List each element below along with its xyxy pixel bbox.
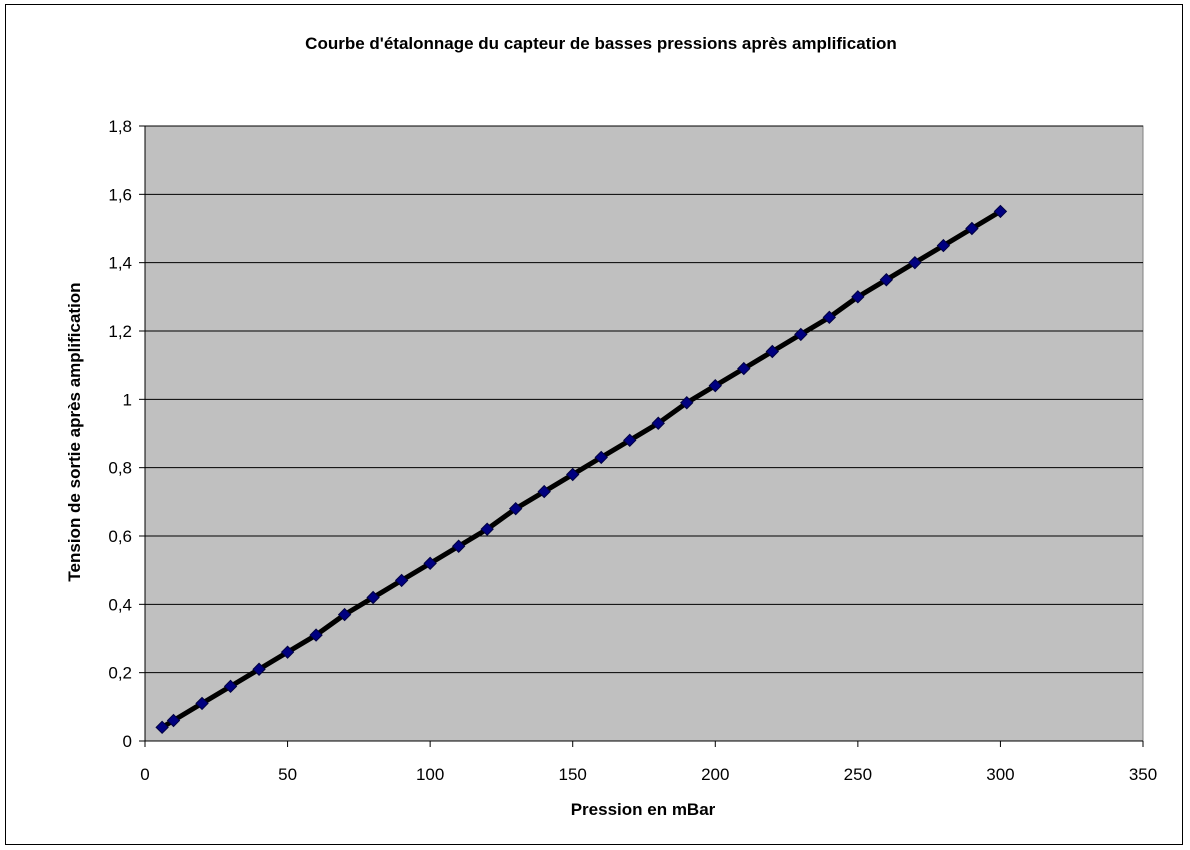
- x-tick-label: 250: [844, 765, 872, 784]
- data-point: [965, 221, 979, 236]
- y-tick-labels: 0 0,2 0,4 0,6 0,8 1 1,2 1,4 1,6 1,8: [108, 117, 132, 751]
- data-point: [851, 290, 865, 304]
- data-point: [594, 450, 608, 465]
- data-point: [280, 645, 295, 659]
- data-point: [252, 662, 266, 676]
- y-tick-label: 1,2: [108, 322, 132, 341]
- x-axis-title: Pression en mBar: [571, 800, 716, 819]
- data-point: [879, 273, 894, 287]
- data-point: [155, 720, 169, 735]
- x-tick-label: 350: [1129, 765, 1157, 784]
- y-tick-label: 0,4: [108, 595, 132, 614]
- gridlines: [145, 125, 1143, 674]
- y-axis-title: Tension de sortie après amplification: [65, 282, 84, 581]
- y-tick-label: 1,8: [108, 117, 132, 136]
- data-point: [195, 696, 209, 711]
- data-point: [908, 255, 922, 270]
- x-tick-label: 50: [278, 765, 297, 784]
- y-tick-label: 0: [123, 732, 132, 751]
- data-point: [936, 238, 951, 253]
- data-point: [537, 484, 551, 499]
- data-point: [394, 573, 409, 588]
- data-point: [309, 628, 323, 642]
- y-tick-label: 0,6: [108, 527, 132, 546]
- data-point: [651, 416, 665, 430]
- data-point: [794, 327, 808, 342]
- data-point: [366, 590, 380, 605]
- data-point: [480, 522, 494, 536]
- x-tick-label: 100: [416, 765, 444, 784]
- y-tick-label: 1: [123, 390, 132, 409]
- data-point: [765, 344, 780, 359]
- x-tick-label: 0: [140, 765, 149, 784]
- series-group: [155, 204, 1008, 735]
- x-tick-label: 200: [701, 765, 729, 784]
- data-point: [566, 467, 580, 482]
- data-point: [623, 433, 637, 448]
- data-point: [708, 378, 722, 393]
- data-point: [822, 310, 837, 325]
- y-tick-label: 0,2: [108, 664, 132, 683]
- x-tick-label: 300: [986, 765, 1014, 784]
- y-tick-label: 1,6: [108, 185, 132, 204]
- data-point: [166, 713, 181, 728]
- data-point: [451, 539, 466, 553]
- x-tick-labels: 0 50 100 150 200 250 300 350: [140, 765, 1157, 784]
- y-tick-label: 0,8: [108, 459, 132, 478]
- x-tick-label: 150: [559, 765, 587, 784]
- data-point: [993, 204, 1008, 219]
- axes: [139, 125, 1144, 747]
- data-point: [337, 607, 352, 622]
- data-point: [223, 679, 238, 694]
- data-point: [508, 501, 523, 516]
- y-tick-label: 1,4: [108, 254, 132, 273]
- data-point: [423, 556, 437, 571]
- data-point: [737, 361, 751, 376]
- chart-title: Courbe d'étalonnage du capteur de basses…: [305, 34, 897, 53]
- data-point: [680, 396, 694, 410]
